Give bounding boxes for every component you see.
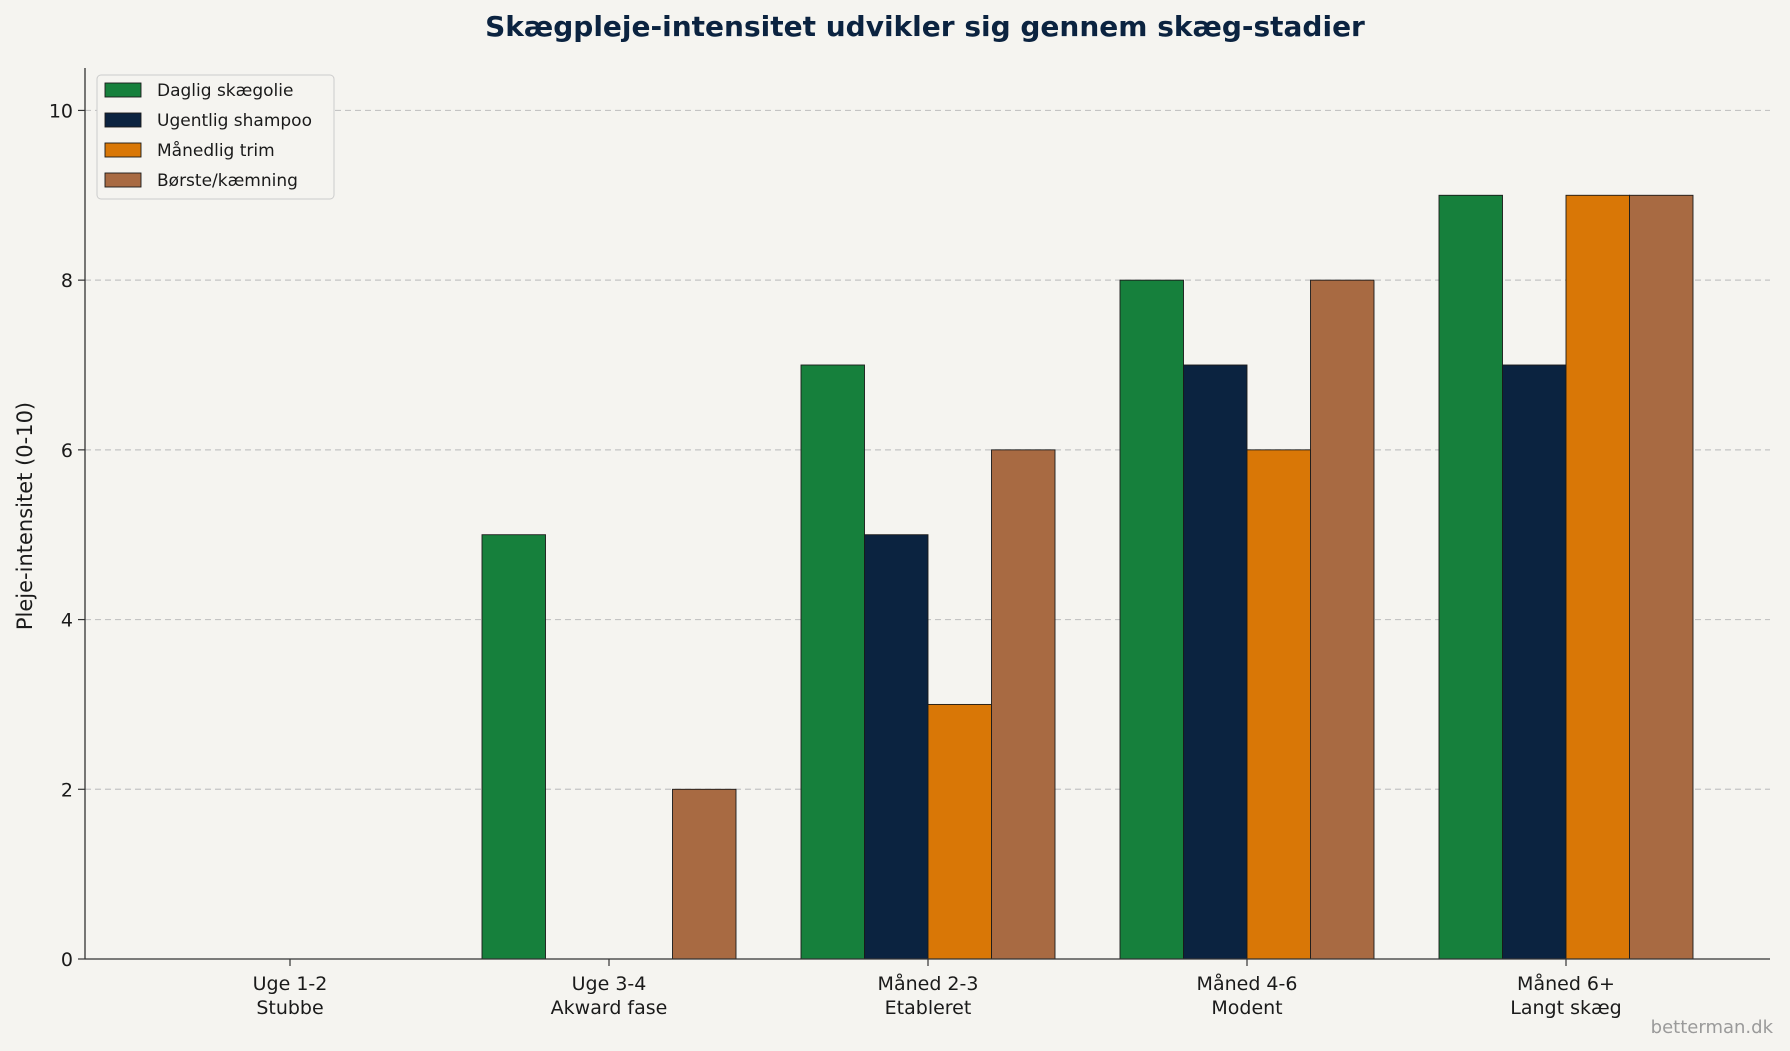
x-tick-label: Måned 4-6	[1197, 972, 1298, 995]
x-tick-label: Måned 6+	[1517, 972, 1615, 995]
bar	[927, 703, 992, 960]
bar	[1183, 364, 1248, 960]
legend-label: Daglig skægolie	[157, 81, 293, 101]
watermark: betterman.dk	[1651, 1017, 1774, 1038]
legend-swatch	[104, 172, 142, 188]
legend-label: Børste/kæmning	[157, 171, 298, 191]
bar	[481, 534, 546, 960]
legend: Daglig skægolie Ugentlig shampoo Månedlig …	[96, 74, 335, 200]
bar	[1119, 279, 1184, 960]
x-tick-sublabel: Stubbe	[256, 997, 323, 1019]
bar	[1502, 364, 1567, 960]
bar	[991, 449, 1056, 960]
y-tick-label: 4	[61, 610, 73, 632]
legend-swatch	[104, 82, 142, 98]
bar	[800, 364, 865, 960]
x-tick-label: Måned 2-3	[878, 972, 979, 995]
bar	[1246, 449, 1311, 960]
x-tick-label: Uge 3-4	[572, 973, 647, 995]
x-tick-label: Uge 1-2	[253, 973, 328, 995]
legend-box	[96, 74, 335, 200]
bar	[672, 788, 737, 960]
y-tick-label: 0	[61, 949, 73, 971]
y-axis-label: Pleje-intensitet (0-10)	[13, 402, 37, 630]
y-ticks: 0 2 4 6 8 10	[49, 100, 85, 971]
legend-swatch	[104, 112, 142, 128]
x-tick-sublabel: Langt skæg	[1510, 997, 1621, 1019]
y-tick-label: 8	[61, 270, 73, 292]
bar	[1565, 194, 1630, 960]
bars	[481, 194, 1694, 960]
bar	[1310, 279, 1375, 960]
chart-title: Skægpleje-intensitet udvikler sig gennem…	[485, 10, 1365, 43]
bar	[864, 534, 929, 960]
legend-label: Månedlig trim	[157, 140, 275, 161]
bar	[1438, 194, 1503, 960]
y-tick-label: 10	[49, 100, 73, 122]
y-tick-label: 2	[61, 779, 73, 801]
legend-label: Ugentlig shampoo	[157, 111, 312, 131]
x-tick-sublabel: Akward fase	[551, 997, 668, 1019]
x-tick-sublabel: Etableret	[885, 997, 972, 1019]
y-tick-label: 6	[61, 440, 73, 462]
x-tick-sublabel: Modent	[1211, 997, 1282, 1019]
bar	[1629, 194, 1694, 960]
legend-swatch	[104, 142, 142, 158]
